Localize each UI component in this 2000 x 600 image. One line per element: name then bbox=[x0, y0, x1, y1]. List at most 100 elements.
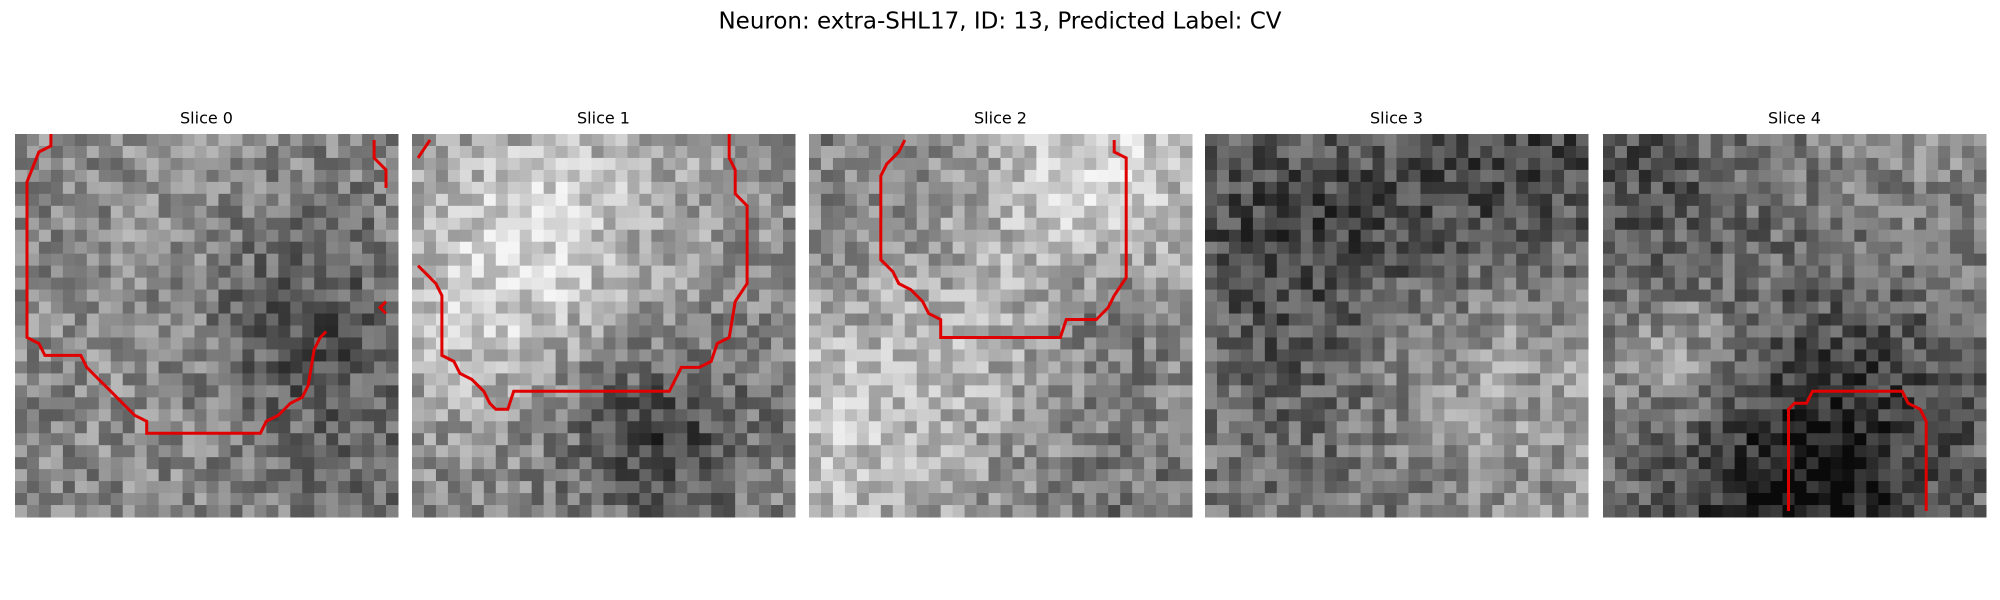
image-pixel bbox=[1626, 457, 1640, 470]
image-pixel bbox=[579, 409, 593, 422]
image-pixel bbox=[904, 373, 918, 386]
image-pixel bbox=[350, 253, 363, 267]
image-pixel bbox=[916, 265, 930, 279]
image-pixel bbox=[122, 134, 136, 147]
image-pixel bbox=[1492, 445, 1505, 458]
image-pixel bbox=[26, 325, 40, 338]
image-pixel bbox=[1854, 289, 1867, 303]
image-pixel bbox=[1662, 421, 1676, 434]
image-pixel bbox=[278, 301, 291, 315]
image-pixel bbox=[1686, 409, 1700, 422]
image-pixel bbox=[1758, 421, 1772, 434]
image-pixel bbox=[675, 457, 688, 470]
image-pixel bbox=[1300, 193, 1314, 207]
image-pixel bbox=[374, 181, 387, 195]
image-pixel bbox=[1372, 289, 1386, 303]
image-pixel bbox=[711, 217, 724, 231]
image-pixel bbox=[1528, 373, 1541, 386]
image-pixel bbox=[844, 361, 858, 374]
image-pixel bbox=[1890, 337, 1903, 350]
image-pixel bbox=[218, 421, 231, 434]
image-pixel bbox=[1205, 433, 1218, 446]
image-pixel bbox=[206, 205, 219, 219]
image-pixel bbox=[1348, 397, 1362, 410]
image-pixel bbox=[699, 481, 712, 494]
image-pixel bbox=[1830, 193, 1843, 207]
image-pixel bbox=[880, 289, 894, 303]
image-pixel bbox=[1240, 253, 1254, 267]
image-pixel bbox=[675, 337, 688, 350]
image-pixel bbox=[1842, 145, 1855, 159]
image-pixel bbox=[423, 313, 437, 326]
image-pixel bbox=[1614, 205, 1628, 219]
image-pixel bbox=[988, 241, 1001, 255]
image-pixel bbox=[615, 337, 628, 350]
image-pixel bbox=[1048, 373, 1061, 386]
image-pixel bbox=[844, 409, 858, 422]
image-pixel bbox=[567, 241, 581, 255]
image-pixel bbox=[1360, 409, 1374, 422]
image-pixel bbox=[519, 134, 533, 147]
image-pixel bbox=[1168, 457, 1181, 470]
image-pixel bbox=[1842, 457, 1855, 470]
image-pixel bbox=[1396, 457, 1409, 470]
image-pixel bbox=[1024, 265, 1037, 279]
image-pixel bbox=[1336, 289, 1350, 303]
image-pixel bbox=[290, 445, 303, 458]
image-pixel bbox=[1324, 241, 1338, 255]
image-pixel bbox=[1626, 229, 1640, 243]
image-pixel bbox=[1614, 265, 1628, 279]
image-pixel bbox=[1842, 301, 1855, 315]
image-pixel bbox=[1216, 409, 1230, 422]
image-pixel bbox=[1012, 205, 1025, 219]
image-pixel bbox=[326, 289, 339, 303]
image-pixel bbox=[1710, 157, 1724, 171]
image-pixel bbox=[62, 481, 76, 494]
image-pixel bbox=[1950, 157, 1963, 171]
image-pixel bbox=[1938, 241, 1951, 255]
image-pixel bbox=[1205, 349, 1218, 362]
image-pixel bbox=[50, 289, 64, 303]
image-pixel bbox=[976, 481, 990, 494]
image-pixel bbox=[783, 193, 796, 207]
image-pixel bbox=[567, 457, 581, 470]
image-pixel bbox=[1036, 193, 1049, 207]
image-pixel bbox=[1770, 421, 1784, 434]
image-pixel bbox=[206, 169, 219, 183]
image-pixel bbox=[1276, 433, 1290, 446]
image-pixel bbox=[579, 205, 593, 219]
image-pixel bbox=[856, 325, 870, 338]
image-pixel bbox=[1914, 157, 1927, 171]
image-pixel bbox=[1312, 433, 1326, 446]
image-pixel bbox=[1456, 181, 1469, 195]
image-pixel bbox=[1456, 385, 1469, 398]
image-pixel bbox=[170, 289, 184, 303]
image-pixel bbox=[1120, 481, 1133, 494]
image-pixel bbox=[1758, 145, 1772, 159]
image-pixel bbox=[1072, 397, 1085, 410]
image-pixel bbox=[1818, 457, 1831, 470]
image-pixel bbox=[1396, 217, 1409, 231]
image-pixel bbox=[687, 217, 700, 231]
image-pixel bbox=[771, 373, 784, 386]
image-pixel bbox=[783, 301, 796, 315]
image-pixel bbox=[1276, 409, 1290, 422]
image-pixel bbox=[1120, 134, 1133, 147]
image-pixel bbox=[615, 265, 628, 279]
image-pixel bbox=[1324, 409, 1338, 422]
image-pixel bbox=[1962, 289, 1975, 303]
image-pixel bbox=[1228, 421, 1242, 434]
image-pixel bbox=[820, 505, 834, 518]
image-pixel bbox=[1228, 337, 1242, 350]
image-pixel bbox=[158, 421, 172, 434]
image-pixel bbox=[146, 325, 160, 338]
image-pixel bbox=[1396, 241, 1409, 255]
image-pixel bbox=[374, 313, 387, 326]
image-pixel bbox=[699, 229, 712, 243]
image-pixel bbox=[543, 457, 557, 470]
image-pixel bbox=[1432, 373, 1445, 386]
image-pixel bbox=[1156, 229, 1169, 243]
image-pixel bbox=[146, 421, 160, 434]
image-pixel bbox=[86, 325, 100, 338]
image-pixel bbox=[723, 193, 736, 207]
